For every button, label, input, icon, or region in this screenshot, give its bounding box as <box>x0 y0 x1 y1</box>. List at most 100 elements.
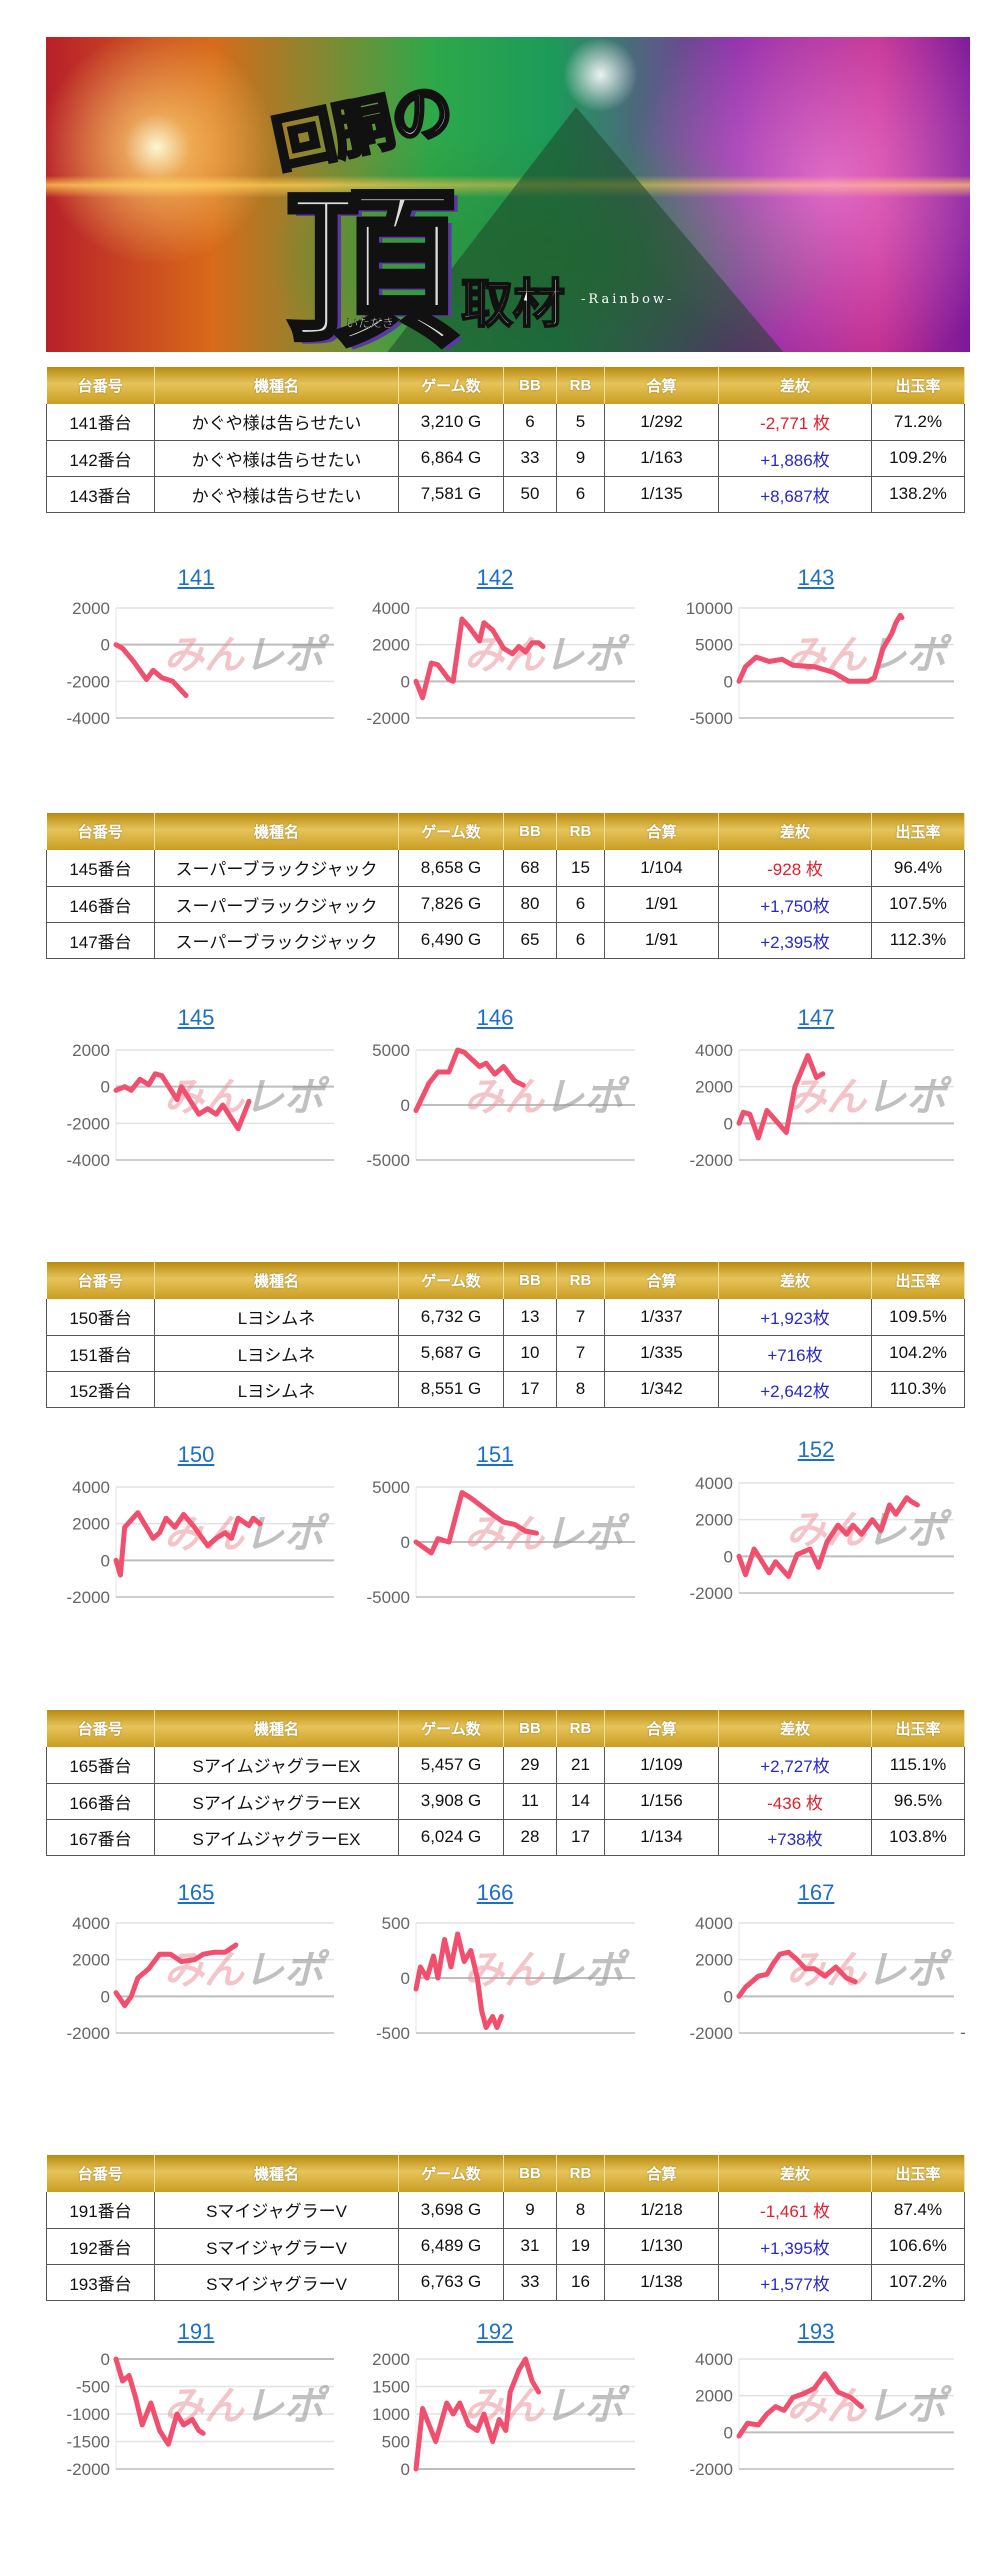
table-cell: 115.1% <box>871 1747 965 1784</box>
column-header: 合算 <box>604 2155 719 2192</box>
table-cell: 9 <box>556 440 605 477</box>
chart-title-link[interactable]: 143 <box>797 565 835 590</box>
table-cell: 147番台 <box>46 922 155 959</box>
chart-title-link[interactable]: 192 <box>476 2319 514 2344</box>
table-cell: 29 <box>503 1747 557 1784</box>
column-header: 合算 <box>604 813 719 850</box>
table-cell: 11 <box>503 1783 557 1820</box>
y-tick-label: 0 <box>101 2350 110 2369</box>
table-cell: 112.3% <box>871 922 965 959</box>
chart-title-link[interactable]: 152 <box>797 1437 835 1462</box>
table-cell: 96.5% <box>871 1783 965 1820</box>
y-tick-label: -2000 <box>690 2460 733 2479</box>
y-tick-label: 10000 <box>686 599 733 618</box>
watermark-logo: みんレポ <box>786 1948 952 1994</box>
chart-title-link[interactable]: 146 <box>476 1005 514 1030</box>
column-header: ゲーム数 <box>398 2155 504 2192</box>
table-cell: 6,490 G <box>398 922 504 959</box>
y-tick-label: 4000 <box>695 1474 733 1493</box>
line-chart: 10000 5000 0 -5000 みんレポ <box>686 599 954 728</box>
watermark-logo: みんレポ <box>464 1075 630 1121</box>
table-cell: +2,642枚 <box>718 1371 872 1408</box>
column-header: 差枚 <box>718 813 872 850</box>
y-tick-label: -2000 <box>367 709 410 728</box>
table-row: 151番台 Lヨシムネ 5,687 G 10 7 1/335 +716枚 104.2% <box>46 1335 965 1372</box>
y-tick-label: -2000 <box>67 1114 110 1133</box>
table-cell: -2,771 枚 <box>718 404 872 441</box>
table-cell: -928 枚 <box>718 850 872 887</box>
y-tick-label: 500 <box>382 2433 410 2452</box>
axis-mark: - <box>960 2023 966 2042</box>
table-cell: かぐや様は告らせたい <box>154 476 399 513</box>
table-cell: 107.2% <box>871 2264 965 2301</box>
table-row: 193番台 SマイジャグラーV 6,763 G 33 16 1/138 +1,577枚 107… <box>46 2264 965 2301</box>
table-cell: 1/91 <box>604 886 719 923</box>
column-header: 出玉率 <box>871 2155 965 2192</box>
column-header: 合算 <box>604 1710 719 1747</box>
banner-title-ruby: いただき <box>346 316 395 331</box>
chart-title-link[interactable]: 141 <box>177 565 215 590</box>
series-line <box>413 616 546 701</box>
y-tick-label: 2000 <box>72 1041 110 1060</box>
banner-subtitle: -Rainbow- <box>581 292 675 307</box>
y-tick-label: 2000 <box>72 599 110 618</box>
watermark-logo: みんレポ <box>464 1948 630 1994</box>
table-cell: 6,024 G <box>398 1819 504 1856</box>
y-tick-label: -2000 <box>690 1151 733 1170</box>
column-header: 機種名 <box>154 1710 399 1747</box>
table-cell: 1/134 <box>604 1819 719 1856</box>
series-line <box>413 2356 542 2472</box>
chart-title-link[interactable]: 142 <box>476 565 514 590</box>
table-cell: Lヨシムネ <box>154 1371 399 1408</box>
line-chart: 5000 0 -5000 みんレポ <box>367 1041 635 1170</box>
series-line <box>736 612 905 684</box>
table-header-row: 台番号 機種名 ゲーム数 BB RB 合算 差枚 出玉率 <box>46 1710 965 1747</box>
table-cell: 15 <box>556 850 605 887</box>
table-row: 143番台 かぐや様は告らせたい 7,581 G 50 6 1/135 +8,687枚 138… <box>46 476 965 513</box>
y-tick-label: 5000 <box>372 1041 410 1060</box>
y-tick-label: 2000 <box>72 1951 110 1970</box>
table-cell: 1/138 <box>604 2264 719 2301</box>
chart-title-link[interactable]: 193 <box>797 2319 835 2344</box>
series-line <box>736 1949 858 1999</box>
chart-title-link[interactable]: 150 <box>177 1442 215 1467</box>
table-cell: 7 <box>556 1299 605 1336</box>
watermark-logo: みんレポ <box>464 633 630 679</box>
table-cell: 71.2% <box>871 404 965 441</box>
table-cell: 6 <box>556 922 605 959</box>
y-tick-label: -5000 <box>367 1588 410 1607</box>
chart-title-link[interactable]: 166 <box>476 1880 514 1905</box>
line-chart: 4000 2000 0 -2000 みんレポ <box>690 1914 954 2043</box>
column-header: 差枚 <box>718 1710 872 1747</box>
table-cell: 68 <box>503 850 557 887</box>
y-tick-label: 0 <box>724 1987 733 2006</box>
chart-title-link[interactable]: 147 <box>797 1005 835 1030</box>
y-tick-label: 2000 <box>695 1951 733 1970</box>
chart-title-link[interactable]: 165 <box>177 1880 215 1905</box>
column-header: 差枚 <box>718 2155 872 2192</box>
table-cell: Lヨシムネ <box>154 1335 399 1372</box>
chart-title-link[interactable]: 191 <box>177 2319 215 2344</box>
table-cell: 17 <box>556 1819 605 1856</box>
chart-title-link[interactable]: 151 <box>476 1442 514 1467</box>
table-cell: 31 <box>503 2228 557 2265</box>
column-header: 出玉率 <box>871 813 965 850</box>
y-tick-label: 0 <box>101 1078 110 1097</box>
y-tick-label: -2000 <box>67 2024 110 2043</box>
chart-title-link[interactable]: 145 <box>177 1005 215 1030</box>
column-header: BB <box>503 813 557 850</box>
column-header: RB <box>556 813 605 850</box>
table-cell: 9 <box>503 2192 557 2229</box>
table-cell: +2,395枚 <box>718 922 872 959</box>
table-cell: 146番台 <box>46 886 155 923</box>
y-tick-label: 0 <box>724 1547 733 1566</box>
table-row: 141番台 かぐや様は告らせたい 3,210 G 6 5 1/292 -2,771 枚 71.… <box>46 404 965 441</box>
y-tick-label: -4000 <box>67 1151 110 1170</box>
chart-title-link[interactable]: 167 <box>797 1880 835 1905</box>
table-cell: 8,658 G <box>398 850 504 887</box>
column-header: 台番号 <box>46 813 155 850</box>
y-tick-label: 2000 <box>72 1515 110 1534</box>
column-header: BB <box>503 367 557 404</box>
y-tick-label: 0 <box>401 2460 410 2479</box>
table-cell: 106.6% <box>871 2228 965 2265</box>
